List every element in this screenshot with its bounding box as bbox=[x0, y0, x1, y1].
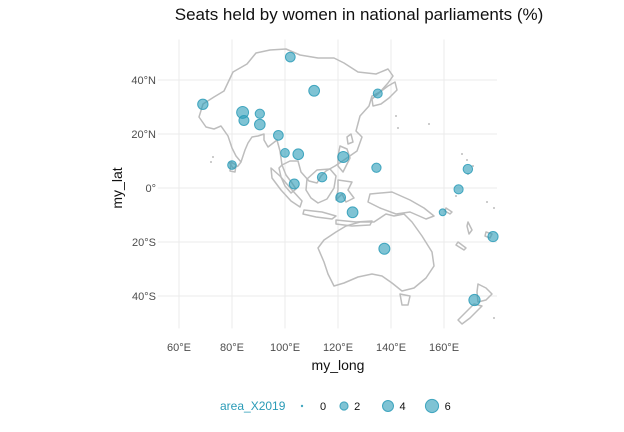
islet-marker bbox=[455, 195, 457, 197]
x-tick-label: 140°E bbox=[376, 342, 406, 354]
data-bubble bbox=[280, 148, 290, 158]
y-axis-title: my_lat bbox=[109, 167, 125, 208]
data-bubble bbox=[468, 293, 481, 307]
islet-marker bbox=[493, 317, 495, 319]
islet-marker bbox=[428, 123, 430, 125]
y-tick-label: 20°S bbox=[132, 237, 156, 249]
data-bubble bbox=[316, 171, 328, 183]
x-tick-label: 60°E bbox=[167, 342, 191, 354]
legend-size-label: 0 bbox=[320, 401, 326, 413]
coastlines bbox=[198, 48, 495, 325]
islet-marker bbox=[493, 207, 495, 209]
data-bubble bbox=[438, 208, 447, 217]
data-bubble bbox=[292, 148, 305, 161]
data-bubble bbox=[337, 150, 350, 163]
x-tick-label: 120°E bbox=[323, 342, 353, 354]
coastline-new-caledonia bbox=[455, 241, 467, 251]
coastline-sumatra bbox=[270, 167, 303, 208]
bubble-layer bbox=[197, 51, 499, 307]
coastline-vanuatu bbox=[466, 221, 473, 235]
legend: area_X2019 0 2 4 6 bbox=[220, 398, 451, 414]
legend-title: area_X2019 bbox=[220, 399, 286, 413]
x-tick-label: 80°E bbox=[220, 342, 244, 354]
islet-marker bbox=[210, 161, 212, 163]
data-bubble bbox=[238, 115, 250, 126]
data-bubble bbox=[346, 206, 359, 219]
data-bubble bbox=[284, 51, 296, 63]
chart-title: Seats held by women in national parliame… bbox=[175, 5, 544, 24]
x-axis-title: my_long bbox=[312, 357, 365, 373]
x-tick-label: 160°E bbox=[429, 342, 459, 354]
y-tick-label: 20°N bbox=[131, 129, 156, 141]
legend-size-label: 4 bbox=[400, 401, 406, 413]
legend-size-key bbox=[424, 398, 440, 414]
coastline-asia bbox=[198, 48, 394, 184]
data-bubble bbox=[288, 178, 300, 190]
coastline-taiwan bbox=[346, 133, 354, 145]
legend-size-key bbox=[339, 401, 349, 411]
coastline-japan bbox=[371, 81, 398, 107]
gridlines bbox=[157, 39, 497, 329]
coastline-tasmania bbox=[399, 293, 411, 306]
x-tick-label: 100°E bbox=[270, 342, 300, 354]
coastline-australia bbox=[317, 213, 435, 292]
data-bubble bbox=[308, 84, 321, 97]
data-bubble bbox=[335, 192, 347, 203]
coastline-lesser-sunda bbox=[335, 219, 373, 227]
data-bubble bbox=[371, 162, 382, 173]
data-bubble bbox=[378, 242, 391, 255]
islet-marker bbox=[212, 156, 214, 158]
y-tick-label: 40°N bbox=[131, 75, 156, 87]
data-bubble bbox=[273, 129, 284, 141]
data-bubble bbox=[254, 118, 266, 131]
islet-marker bbox=[472, 165, 474, 167]
y-tick-label: 0° bbox=[145, 183, 156, 195]
islet-marker bbox=[461, 153, 463, 155]
data-bubble bbox=[197, 98, 209, 110]
data-bubble bbox=[453, 184, 464, 195]
data-bubble bbox=[227, 160, 237, 170]
data-bubble bbox=[372, 88, 383, 99]
islet-marker bbox=[395, 115, 397, 117]
islet-marker bbox=[466, 159, 468, 161]
y-tick-label: 40°S bbox=[132, 291, 156, 303]
coastline-java bbox=[302, 209, 337, 220]
coastline-new-guinea bbox=[367, 191, 435, 220]
data-bubble bbox=[254, 108, 265, 119]
data-bubble bbox=[487, 231, 499, 243]
coastline-malay-peninsula bbox=[278, 164, 297, 194]
legend-size-label: 2 bbox=[354, 401, 360, 413]
legend-size-key bbox=[300, 404, 304, 408]
islet-marker bbox=[397, 127, 399, 129]
coastline-new-zealand-south bbox=[457, 303, 483, 325]
data-bubble bbox=[462, 163, 474, 175]
legend-size-key bbox=[382, 400, 394, 412]
islet-marker bbox=[486, 201, 488, 203]
axis-tick-labels: 60°E 80°E 100°E 120°E 140°E 160°E 40°N 20°N 0° 20… bbox=[131, 75, 459, 354]
legend-keys: 0 2 4 6 bbox=[300, 398, 451, 414]
legend-size-label: 6 bbox=[445, 401, 451, 413]
coastline-new-zealand-north bbox=[476, 283, 493, 303]
coastline-borneo bbox=[305, 168, 337, 204]
